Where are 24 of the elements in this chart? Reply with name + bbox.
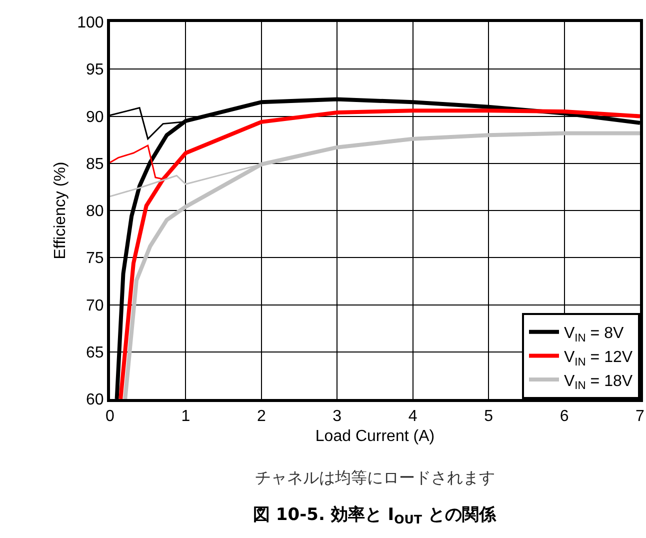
legend-label: V$_{IN}$ = 12V [564, 348, 633, 368]
x-axis-title: Load Current (A) [315, 428, 435, 445]
x-tick-label: 0 [106, 408, 115, 426]
y-tick-label: 75 [86, 250, 104, 268]
x-tick-label: 5 [484, 408, 494, 426]
x-tick-label: 4 [408, 408, 418, 426]
y-tick-label: 100 [77, 14, 104, 32]
x-tick-label: 1 [181, 408, 190, 426]
x-tick-label: 6 [560, 408, 569, 426]
y-tick-label: 95 [86, 62, 104, 79]
text: 図 10-5. 効率と I$_{OUT}$ との関係 [253, 505, 497, 527]
legend-label: V$_{IN}$ = 8V [564, 325, 624, 344]
y-tick-label: 65 [86, 344, 104, 362]
y-tick-label: 60 [86, 392, 104, 409]
x-tick-label: 3 [332, 408, 342, 426]
legend-label: V$_{IN}$ = 18V [564, 372, 633, 392]
y-tick-label: 80 [86, 203, 104, 220]
x-tick-label: 7 [636, 408, 645, 426]
y-tick-label: 90 [86, 108, 104, 126]
y-tick-label: 85 [86, 156, 104, 173]
text: チャネルは均等にロードされます [255, 469, 495, 487]
y-tick-label: 70 [86, 297, 104, 314]
y-axis-title: Efficiency (%) [52, 162, 69, 260]
x-tick-label: 2 [256, 408, 266, 426]
